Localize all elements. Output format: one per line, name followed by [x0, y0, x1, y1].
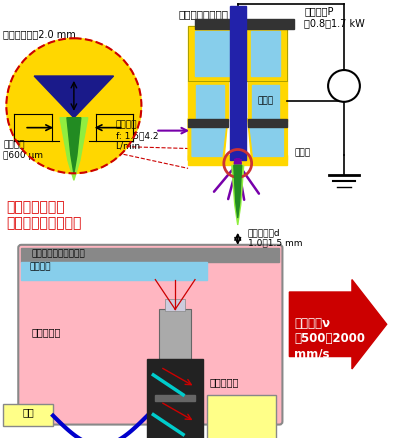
Circle shape — [328, 70, 360, 102]
Circle shape — [6, 38, 142, 173]
Bar — [196, 119, 224, 136]
Text: アモルファスシリコン: アモルファスシリコン — [31, 250, 85, 259]
Polygon shape — [250, 123, 284, 157]
Polygon shape — [192, 123, 226, 157]
Bar — [188, 26, 287, 81]
Bar — [155, 395, 195, 401]
Text: 結像レンズ: 結像レンズ — [210, 377, 239, 387]
Text: 噴出孔径
：600 μm: 噴出孔径 ：600 μm — [3, 140, 43, 160]
Bar — [147, 359, 203, 440]
Bar — [251, 31, 280, 76]
Text: 基板間距離d
1.0～1.5 mm: 基板間距離d 1.0～1.5 mm — [248, 228, 302, 247]
Text: 照明: 照明 — [22, 407, 34, 417]
Text: 冷却水: 冷却水 — [294, 149, 310, 158]
Bar — [159, 309, 191, 359]
Text: 高速度
カメラ: 高速度 カメラ — [233, 409, 250, 430]
Bar — [165, 300, 185, 312]
FancyBboxPatch shape — [18, 245, 282, 425]
Text: 電極間距離：2.0 mm: 電極間距離：2.0 mm — [3, 29, 76, 39]
Bar — [188, 119, 228, 127]
Bar — [3, 404, 53, 425]
Text: A: A — [340, 88, 348, 98]
Text: 走査速度ν
：500～2000
mm/s: 走査速度ν ：500～2000 mm/s — [294, 317, 365, 360]
Bar — [195, 19, 294, 29]
Text: 対物レンズ: 対物レンズ — [31, 327, 60, 337]
Polygon shape — [188, 119, 228, 161]
FancyArrow shape — [289, 279, 387, 369]
Polygon shape — [34, 76, 114, 118]
Bar — [248, 119, 287, 127]
Bar — [195, 31, 233, 76]
Polygon shape — [232, 165, 244, 225]
Text: アルゴン
f: 1.5～4.2
L/min: アルゴン f: 1.5～4.2 L/min — [116, 121, 158, 150]
Bar — [188, 26, 287, 81]
Bar — [248, 81, 287, 121]
Polygon shape — [14, 114, 59, 140]
Bar — [196, 85, 224, 121]
Polygon shape — [60, 118, 88, 180]
Text: 大気圧マイクロ
熱プラズマジェット: 大気圧マイクロ 熱プラズマジェット — [6, 200, 82, 230]
Polygon shape — [89, 114, 134, 140]
Polygon shape — [234, 165, 242, 218]
Polygon shape — [248, 119, 287, 161]
Bar — [252, 119, 280, 136]
Text: 銅陽極: 銅陽極 — [258, 96, 274, 105]
Text: 石英基板: 石英基板 — [29, 263, 51, 272]
Bar — [188, 81, 228, 121]
Text: 投入電力P
：0.8～1.7 kW: 投入電力P ：0.8～1.7 kW — [304, 7, 365, 28]
Bar — [230, 7, 246, 161]
Bar — [252, 85, 280, 121]
Bar — [21, 248, 280, 262]
Polygon shape — [67, 118, 81, 173]
Bar — [21, 262, 207, 279]
Bar — [188, 155, 287, 165]
Text: タングステン陰極: タングステン陰極 — [178, 10, 228, 19]
Bar — [207, 395, 276, 440]
